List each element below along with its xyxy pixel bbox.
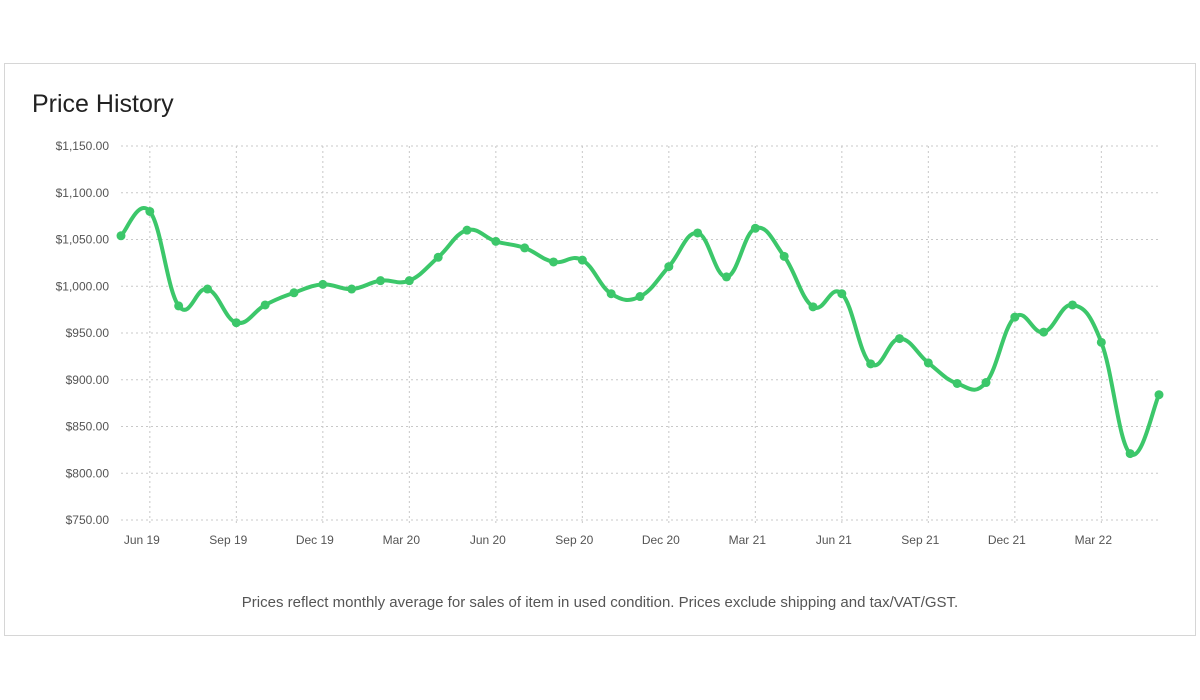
x-tick-label: Mar 21 [729,533,767,547]
data-point-feb-20[interactable] [376,276,385,286]
data-point-jan-20[interactable] [347,284,357,294]
data-point-jul-21[interactable] [866,359,876,369]
data-point-jan-21[interactable] [693,228,703,238]
data-point-aug-21[interactable] [895,334,904,344]
x-tick-label: Sep 19 [209,533,247,547]
data-point-jul-19[interactable] [174,301,184,311]
x-tick-label: Sep 21 [901,533,939,547]
data-point-jul-20[interactable] [520,243,530,253]
y-tick-label: $1,000.00 [56,279,110,293]
data-point-may-19[interactable] [116,231,126,241]
x-tick-label: Mar 22 [1075,533,1113,547]
data-point-may-20[interactable] [462,225,472,235]
data-point-dec-21[interactable] [1010,312,1020,322]
data-point-jun-19[interactable] [145,206,155,216]
price-history-card: Price History $750.00 $800.00 $850.00 $900.… [4,63,1196,636]
data-point-jun-20[interactable] [491,236,501,246]
data-point-oct-20[interactable] [606,289,616,299]
data-point-may-22[interactable] [1154,390,1164,400]
data-point-aug-20[interactable] [549,257,558,267]
grid-lines [121,145,1159,526]
x-tick-label: Jun 21 [816,533,852,547]
y-tick-label: $1,050.00 [56,233,110,247]
x-tick-label: Jun 20 [470,533,506,547]
price-history-chart: $750.00 $800.00 $850.00 $900.00 $950.00 $1,00… [56,139,1164,547]
data-point-dec-19[interactable] [318,279,328,289]
x-tick-label: Dec 19 [296,533,334,547]
chart-caption: Prices reflect monthly average for sales… [241,594,959,611]
data-point-mar-21[interactable] [750,223,760,233]
x-tick-label: Dec 21 [988,533,1026,547]
data-point-apr-20[interactable] [433,252,443,262]
data-point-apr-22[interactable] [1125,449,1135,459]
data-point-may-21[interactable] [808,302,818,312]
data-point-sep-20[interactable] [577,255,587,265]
y-tick-label: $900.00 [66,373,110,387]
x-tick-label: Mar 20 [383,533,421,547]
y-tick-label: $850.00 [66,420,110,434]
tick-labels: $750.00 $800.00 $850.00 $900.00 $950.00 $1,00… [56,139,1113,547]
x-tick-label: Sep 20 [555,533,593,547]
data-point-apr-21[interactable] [779,251,789,261]
data-point-oct-19[interactable] [260,300,270,310]
data-point-feb-21[interactable] [722,272,731,282]
data-point-nov-20[interactable] [635,292,645,302]
y-tick-label: $1,150.00 [56,139,110,153]
x-tick-label: Dec 20 [642,533,680,547]
data-point-nov-21[interactable] [981,378,991,388]
data-point-nov-19[interactable] [289,288,299,298]
data-point-mar-22[interactable] [1096,337,1106,347]
y-tick-label: $950.00 [66,326,110,340]
data-point-sep-19[interactable] [231,318,241,328]
price-line [119,206,1161,457]
chart-title: Price History [32,90,174,118]
data-point-jun-21[interactable] [837,289,847,299]
data-point-jan-22[interactable] [1039,327,1049,337]
data-point-sep-21[interactable] [923,358,933,368]
data-point-oct-21[interactable] [952,378,962,388]
data-point-aug-19[interactable] [203,284,212,294]
y-tick-label: $750.00 [66,513,110,527]
x-tick-label: Jun 19 [124,533,160,547]
data-point-feb-22[interactable] [1068,300,1077,310]
data-point-mar-20[interactable] [404,276,414,286]
y-tick-label: $800.00 [66,466,110,480]
y-tick-label: $1,100.00 [56,186,110,200]
data-points [116,206,1164,459]
data-point-dec-20[interactable] [664,262,674,272]
